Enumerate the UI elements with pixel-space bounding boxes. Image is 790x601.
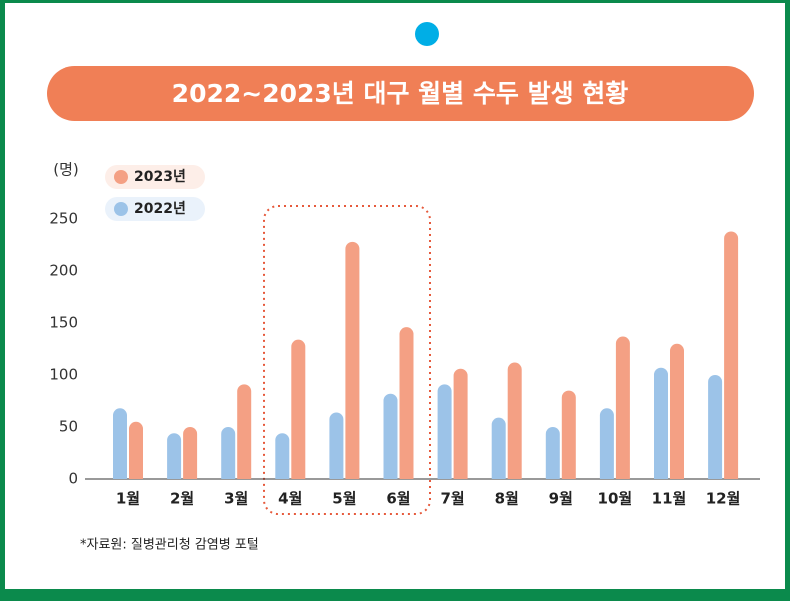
bar bbox=[507, 362, 522, 479]
x-tick-label: 6월 bbox=[386, 490, 410, 508]
bar bbox=[183, 427, 198, 479]
legend-pill bbox=[105, 197, 205, 221]
y-tick-label: 50 bbox=[59, 418, 78, 436]
bar bbox=[561, 390, 576, 479]
bar bbox=[113, 408, 127, 479]
y-tick-label: 250 bbox=[49, 210, 78, 228]
x-tick-label: 4월 bbox=[278, 490, 302, 508]
x-tick-label: 9월 bbox=[549, 490, 573, 508]
bar bbox=[167, 433, 182, 479]
bar bbox=[399, 327, 414, 479]
bar bbox=[708, 375, 723, 479]
x-tick-label: 3월 bbox=[224, 490, 248, 508]
y-tick-label: 200 bbox=[49, 262, 78, 280]
x-tick-label: 10월 bbox=[598, 490, 633, 508]
bar bbox=[654, 367, 668, 479]
legend-swatch bbox=[114, 170, 128, 184]
bar bbox=[491, 417, 506, 479]
x-tick-label: 7월 bbox=[440, 490, 464, 508]
bar bbox=[437, 384, 452, 479]
title-pill bbox=[47, 66, 754, 121]
bar bbox=[545, 427, 560, 479]
legend-swatch bbox=[114, 202, 128, 216]
legend-pill bbox=[105, 165, 205, 189]
chart-title: 2022~2023년 대구 월별 수두 발생 현황 bbox=[172, 79, 629, 108]
legend-label: 2023년 bbox=[134, 169, 186, 185]
dot bbox=[415, 22, 439, 46]
bar bbox=[237, 384, 252, 479]
bar bbox=[599, 408, 614, 479]
source: *자료원: 질병관리청 감염병 포털 bbox=[80, 538, 259, 553]
bar bbox=[345, 241, 360, 479]
x-tick-label: 12월 bbox=[706, 490, 741, 508]
x-tick-label: 11월 bbox=[652, 490, 687, 508]
bar bbox=[129, 421, 143, 479]
y-tick-label: 150 bbox=[49, 314, 78, 332]
bar bbox=[291, 339, 306, 479]
x-tick-label: 2월 bbox=[170, 490, 194, 508]
y-tick-label: 100 bbox=[49, 366, 78, 384]
y-tick-label: 0 bbox=[68, 470, 78, 488]
bar bbox=[383, 393, 398, 479]
bar bbox=[275, 433, 290, 479]
bar bbox=[329, 412, 344, 479]
bar bbox=[670, 343, 684, 479]
x-tick-label: 5월 bbox=[332, 490, 356, 508]
x-tick-label: 8월 bbox=[495, 490, 519, 508]
y-axis-label: (명) bbox=[53, 161, 79, 179]
bar bbox=[724, 231, 739, 479]
bar bbox=[453, 368, 468, 479]
bar bbox=[615, 336, 630, 479]
bar bbox=[221, 427, 236, 479]
legend-label: 2022년 bbox=[134, 201, 186, 217]
x-tick-label: 1월 bbox=[116, 490, 140, 508]
